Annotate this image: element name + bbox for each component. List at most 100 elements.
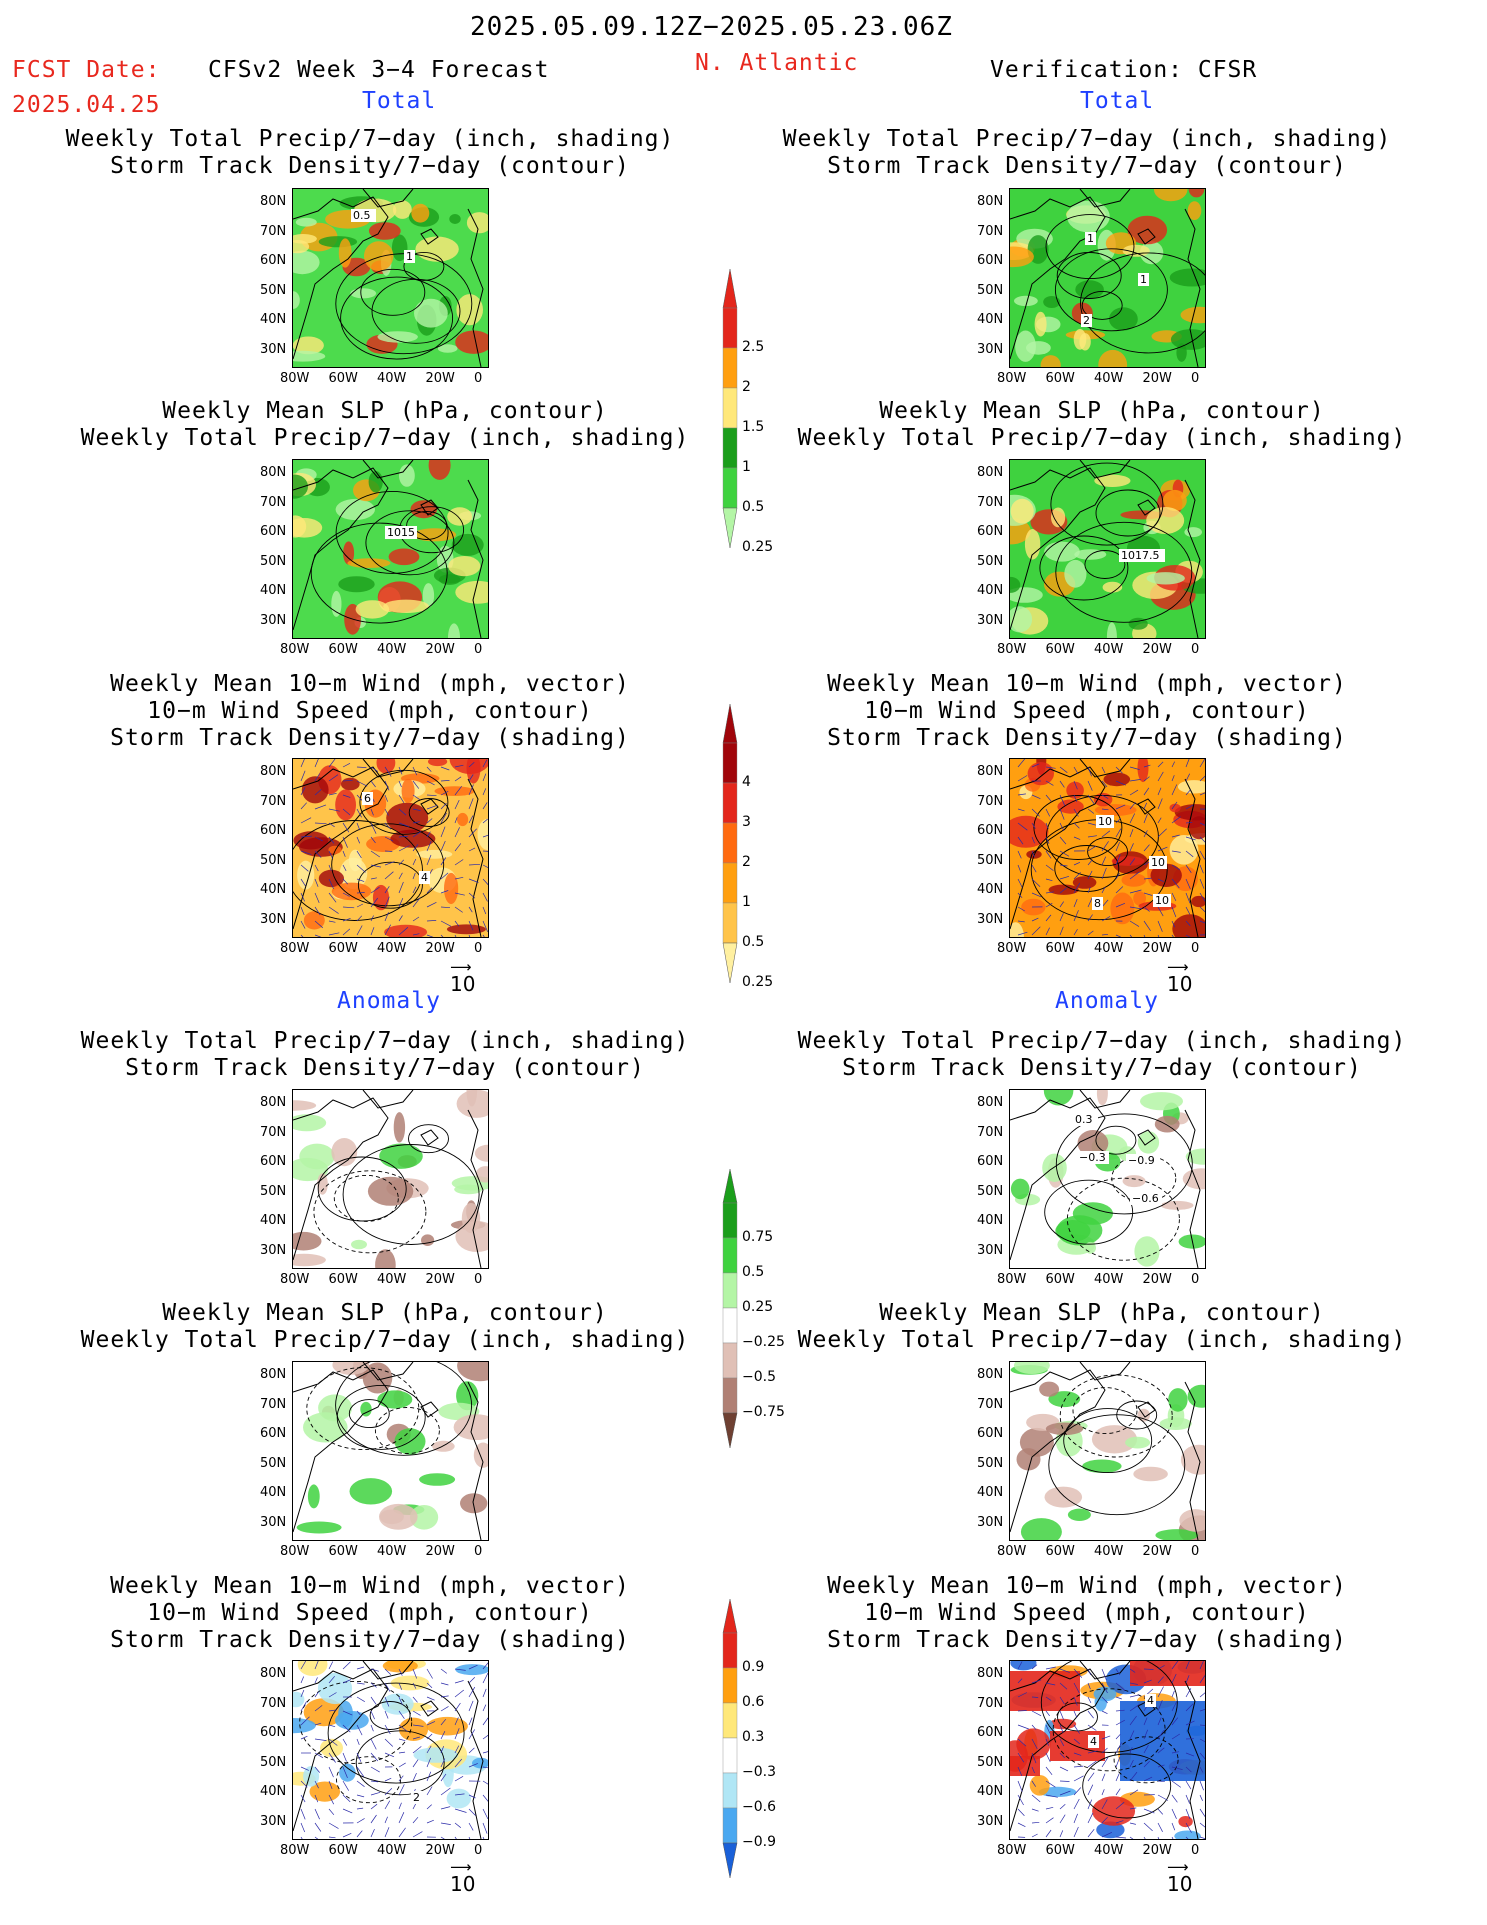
x-tick-label: 60W	[328, 642, 358, 657]
y-tick-label: 40N	[260, 1485, 287, 1500]
title-fc-total-slp: Weekly Mean SLP (hPa, contour) Weekly Tot…	[80, 398, 690, 451]
map-fc-total-slp: 1015	[293, 460, 488, 638]
y-tick-label: 60N	[260, 823, 287, 838]
x-tick-label: 40W	[1094, 642, 1124, 657]
title-fc-anom-slp: Weekly Mean SLP (hPa, contour) Weekly Tot…	[80, 1300, 690, 1353]
contour-label: 2	[1083, 314, 1090, 327]
x-tick-label: 0	[474, 371, 483, 386]
y-tick-label: 70N	[260, 1124, 287, 1140]
colorbar-label: −0.3	[742, 1764, 776, 1780]
y-tick-label: 30N	[977, 1813, 1004, 1829]
map-panel-obs-total-slp: 1017.5	[1009, 459, 1206, 639]
contour-label: 4	[1147, 1694, 1154, 1707]
contour-label: 6	[364, 792, 371, 805]
y-tick-label: 60N	[260, 1725, 287, 1740]
vector-ref-fc-total: ⟶ 10	[450, 958, 476, 997]
y-tick-label: 40N	[260, 583, 287, 598]
y-tick-label: 60N	[977, 1426, 1004, 1441]
colorbar-label: 1	[742, 894, 751, 910]
y-tick-label: 50N	[977, 1183, 1004, 1199]
x-tick-label: 0	[474, 1843, 483, 1858]
y-tick-label: 30N	[977, 341, 1004, 357]
x-tick-label: 20W	[1142, 941, 1172, 956]
x-tick-label: 20W	[425, 1272, 455, 1287]
colorbar-label: 3	[742, 814, 751, 830]
x-tick-label: 80W	[280, 1544, 310, 1559]
x-tick-label: 0	[1191, 642, 1200, 657]
y-tick-label: 50N	[260, 1455, 287, 1471]
map-fc-anom-wind: 2	[293, 1661, 488, 1839]
colorbar-label: 4	[742, 774, 751, 790]
x-tick-label: 40W	[377, 941, 407, 956]
x-tick-label: 40W	[1094, 1272, 1124, 1287]
y-tick-label: 30N	[260, 341, 287, 357]
x-tick-label: 40W	[1094, 1544, 1124, 1559]
colorbar-label: 0.25	[742, 1299, 774, 1315]
y-tick-label: 40N	[977, 312, 1004, 327]
map-obs-total-precip: 1 1 2	[1010, 189, 1205, 367]
map-fc-total-wind: 46	[293, 759, 488, 937]
y-tick-label: 70N	[260, 223, 287, 239]
x-tick-label: 60W	[1045, 371, 1075, 386]
y-tick-label: 70N	[977, 223, 1004, 239]
vector-ref-obs-anom: ⟶ 10	[1167, 1858, 1193, 1897]
colorbar-label: −0.75	[742, 1404, 785, 1420]
y-tick-label: 50N	[260, 282, 287, 298]
section-total-right: Total	[1080, 88, 1155, 114]
colorbar-label: 0.5	[742, 934, 765, 950]
title-obs-total-slp: Weekly Mean SLP (hPa, contour) Weekly Tot…	[797, 398, 1407, 451]
y-tick-label: 30N	[260, 612, 287, 628]
contour-label: −0.3	[1079, 1151, 1106, 1164]
colorbar-label: 2.5	[742, 339, 765, 355]
y-tick-label: 70N	[260, 494, 287, 510]
x-tick-label: 80W	[280, 642, 310, 657]
contour-label: 8	[1094, 897, 1101, 910]
colorbar-label: 0.25	[742, 974, 774, 990]
x-tick-label: 80W	[997, 371, 1027, 386]
y-tick-label: 80N	[260, 1367, 287, 1382]
y-tick-label: 80N	[260, 1666, 287, 1681]
y-tick-label: 60N	[260, 253, 287, 268]
y-tick-label: 30N	[977, 612, 1004, 628]
title-obs-anom-precip: Weekly Total Precip/7−day (inch, shading…	[797, 1028, 1407, 1081]
contour-label: 2	[413, 1791, 420, 1804]
x-tick-label: 0	[1191, 1544, 1200, 1559]
y-tick-label: 40N	[260, 882, 287, 897]
y-tick-label: 80N	[977, 1666, 1004, 1681]
map-panel-fc-total-slp: 1015	[292, 459, 489, 639]
map-obs-anom-precip: −0.3 −0.6 0.3 −0.9	[1010, 1090, 1205, 1268]
map-panel-obs-total-precip: 1 1 2	[1009, 188, 1206, 368]
x-tick-label: 40W	[377, 642, 407, 657]
x-tick-label: 20W	[1142, 1843, 1172, 1858]
x-tick-label: 0	[1191, 1272, 1200, 1287]
title-obs-total-wind: Weekly Mean 10−m Wind (mph, vector) 10−m …	[827, 671, 1347, 751]
x-tick-label: 80W	[280, 941, 310, 956]
y-tick-label: 70N	[977, 1124, 1004, 1140]
x-tick-label: 20W	[1142, 1544, 1172, 1559]
y-tick-label: 80N	[260, 764, 287, 779]
y-tick-label: 80N	[260, 465, 287, 480]
y-tick-label: 70N	[260, 1695, 287, 1711]
x-tick-label: 20W	[425, 1544, 455, 1559]
map-panel-fc-anom-precip	[292, 1089, 489, 1269]
x-tick-label: 20W	[425, 1843, 455, 1858]
y-tick-label: 50N	[977, 1455, 1004, 1471]
x-tick-label: 60W	[1045, 1843, 1075, 1858]
x-tick-label: 80W	[280, 1843, 310, 1858]
x-tick-label: 80W	[280, 1272, 310, 1287]
x-tick-label: 40W	[377, 371, 407, 386]
map-panel-fc-anom-slp	[292, 1361, 489, 1541]
colorbar-label: 0.5	[742, 1264, 765, 1280]
y-tick-label: 50N	[977, 852, 1004, 868]
x-tick-label: 80W	[997, 642, 1027, 657]
y-tick-label: 80N	[977, 465, 1004, 480]
y-tick-label: 70N	[260, 793, 287, 809]
y-tick-label: 30N	[977, 1514, 1004, 1530]
y-tick-label: 60N	[260, 1154, 287, 1169]
x-tick-label: 60W	[1045, 941, 1075, 956]
y-tick-label: 50N	[977, 1754, 1004, 1770]
contour-label: 1015	[387, 526, 415, 539]
title-obs-anom-wind: Weekly Mean 10−m Wind (mph, vector) 10−m …	[827, 1573, 1347, 1653]
x-tick-label: 40W	[1094, 371, 1124, 386]
